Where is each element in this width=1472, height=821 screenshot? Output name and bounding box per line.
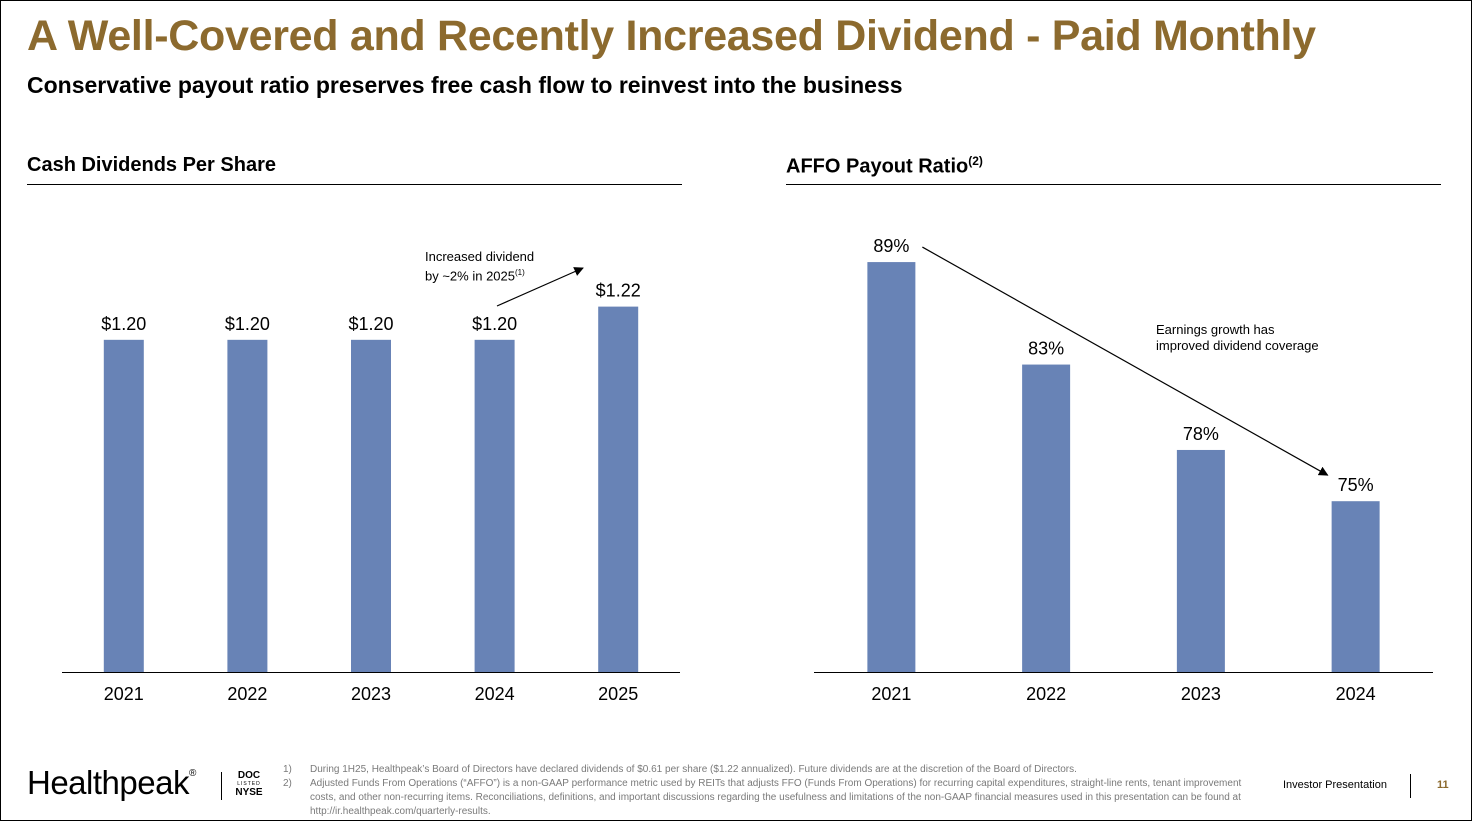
dividends-chart-title: Cash Dividends Per Share <box>27 154 276 177</box>
dividends-tick-label: 2023 <box>351 684 391 704</box>
dividends-chart-title-text: Cash Dividends Per Share <box>27 154 276 176</box>
dividends-bar-2025 <box>598 306 639 672</box>
dividend-increase-arrow <box>496 267 584 307</box>
payout-tick-label: 2021 <box>871 684 911 704</box>
dividend-annotation-ref: (1) <box>514 268 525 277</box>
dividends-value-label: $1.20 <box>348 314 393 334</box>
footnote-2: 2) Adjusted Funds From Operations (“AFFO… <box>283 777 1263 819</box>
dividends-value-label: $1.20 <box>101 314 146 334</box>
nyse-ticker-logo: DOC LISTED NYSE <box>234 770 264 798</box>
slide-title: A Well-Covered and Recently Increased Di… <box>27 12 1316 60</box>
footnote-number: 1) <box>283 764 292 775</box>
page-number: 11 <box>1437 779 1449 791</box>
healthpeak-logo: Healthpeak® <box>27 764 196 802</box>
footer-label: Investor Presentation <box>1283 779 1387 791</box>
dividend-annotation-line2: by ~2% in 2025 <box>425 268 515 284</box>
ticker-listed: LISTED <box>237 781 261 787</box>
logo-text: Healthpeak <box>27 764 189 801</box>
dividend-annotation-line2-wrap: by ~2% in 2025(1) <box>425 265 534 284</box>
dividends-tick-label: 2022 <box>227 684 267 704</box>
payout-bar-2022 <box>1022 364 1071 672</box>
payout-bar-2023 <box>1176 449 1225 672</box>
dividends-title-rule <box>27 184 682 185</box>
payout-bar-2024 <box>1331 501 1380 672</box>
dividends-value-label: $1.20 <box>472 314 517 334</box>
payout-value-label: 83% <box>1028 339 1064 359</box>
dividends-tick-label: 2025 <box>598 684 638 704</box>
payout-bar-2021 <box>867 262 916 672</box>
payout-title-rule <box>786 184 1441 185</box>
dividends-value-label: $1.22 <box>596 281 641 301</box>
payout-chart-title: AFFO Payout Ratio(2) <box>786 154 983 179</box>
footnotes: 1) During 1H25, Healthpeak’s Board of Di… <box>283 763 1263 819</box>
payout-tick-label: 2022 <box>1026 684 1066 704</box>
footnote-text: Adjusted Funds From Operations (“AFFO”) … <box>310 778 1242 817</box>
payout-trend-arrow <box>922 246 1329 476</box>
payout-annotation: Earnings growth has improved dividend co… <box>1156 322 1319 354</box>
footer-divider <box>1410 774 1411 798</box>
dividends-bar-2022 <box>227 339 268 672</box>
payout-value-label: 75% <box>1338 475 1374 495</box>
payout-annotation-line2: improved dividend coverage <box>1156 338 1319 353</box>
dividend-annotation-line1: Increased dividend <box>425 249 535 264</box>
dividends-value-label: $1.20 <box>225 314 270 334</box>
footnote-text: During 1H25, Healthpeak’s Board of Direc… <box>310 764 1077 775</box>
logo-registered-mark: ® <box>188 768 196 779</box>
dividends-bar-2021 <box>103 339 144 672</box>
slide-subtitle: Conservative payout ratio preserves free… <box>27 72 903 98</box>
ticker-exchange: NYSE <box>235 787 263 798</box>
dividend-increase-annotation: Increased dividend by ~2% in 2025(1) <box>425 249 534 284</box>
payout-tick-label: 2023 <box>1181 684 1221 704</box>
dividends-tick-label: 2021 <box>104 684 144 704</box>
payout-annotation-line1: Earnings growth has <box>1156 322 1275 337</box>
dividends-bar-2024 <box>474 339 515 672</box>
logo-divider <box>221 772 222 800</box>
ticker-symbol: DOC <box>237 770 261 781</box>
payout-tick-label: 2024 <box>1336 684 1376 704</box>
payout-value-label: 78% <box>1183 424 1219 444</box>
payout-value-label: 89% <box>873 236 909 256</box>
payout-chart-title-ref: (2) <box>968 154 983 168</box>
footnote-number: 2) <box>283 778 292 789</box>
dividends-bar-2023 <box>351 339 391 672</box>
dividends-tick-label: 2024 <box>475 684 515 704</box>
footnote-1: 1) During 1H25, Healthpeak’s Board of Di… <box>283 763 1263 777</box>
payout-chart-title-text: AFFO Payout Ratio <box>786 155 969 178</box>
